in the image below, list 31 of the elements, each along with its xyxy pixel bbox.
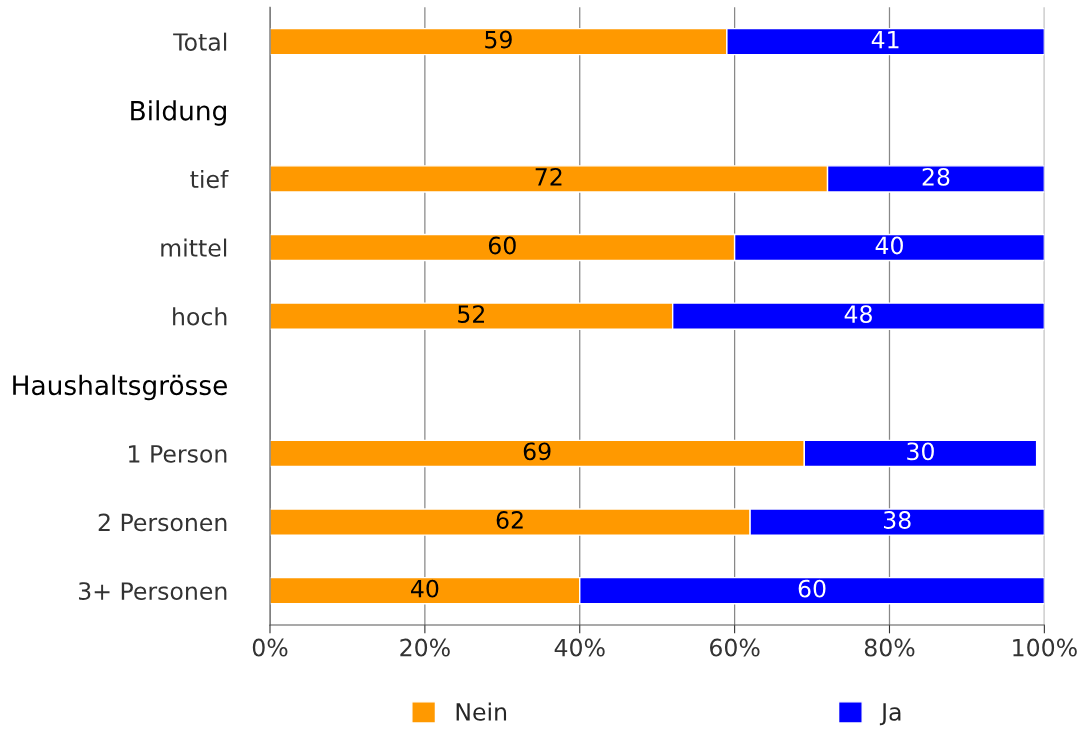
legend-label: Nein [456,702,507,721]
data-label: 59 [485,30,512,49]
y-tick-label: 2 Personen [98,513,227,532]
data-label: 62 [496,511,523,529]
y-tick-label: Bildung [131,100,226,126]
data-label: 28 [922,167,950,186]
x-tick-label: 100% [1013,638,1077,657]
data-label: 60 [798,579,826,598]
y-tick-label: Haushaltsgrösse [13,374,227,401]
data-label: 38 [884,511,911,529]
y-tick-label: mittel [161,238,227,257]
data-label: 48 [844,305,872,324]
data-label: 72 [535,167,562,186]
x-tick-label: 60% [710,638,760,657]
x-tick-label: 40% [554,638,605,657]
data-label: 52 [458,305,484,324]
y-tick-label: hoch [173,307,227,326]
legend-label: Ja [879,703,901,726]
data-label: 40 [875,236,903,255]
y-tick-label: Total [173,32,227,51]
x-tick-label: 80% [864,638,915,657]
y-tick-label: tief [190,169,229,189]
data-label: 40 [411,579,439,598]
data-label: 30 [907,442,934,461]
x-tick-label: 0% [252,638,288,657]
data-label: 60 [488,236,516,255]
data-label: 41 [871,30,899,49]
data-label: 69 [523,442,551,461]
x-tick-label: 20% [400,638,450,657]
y-tick-label: 3+ Personen [79,582,227,600]
y-tick-label: 1 Person [129,445,227,463]
